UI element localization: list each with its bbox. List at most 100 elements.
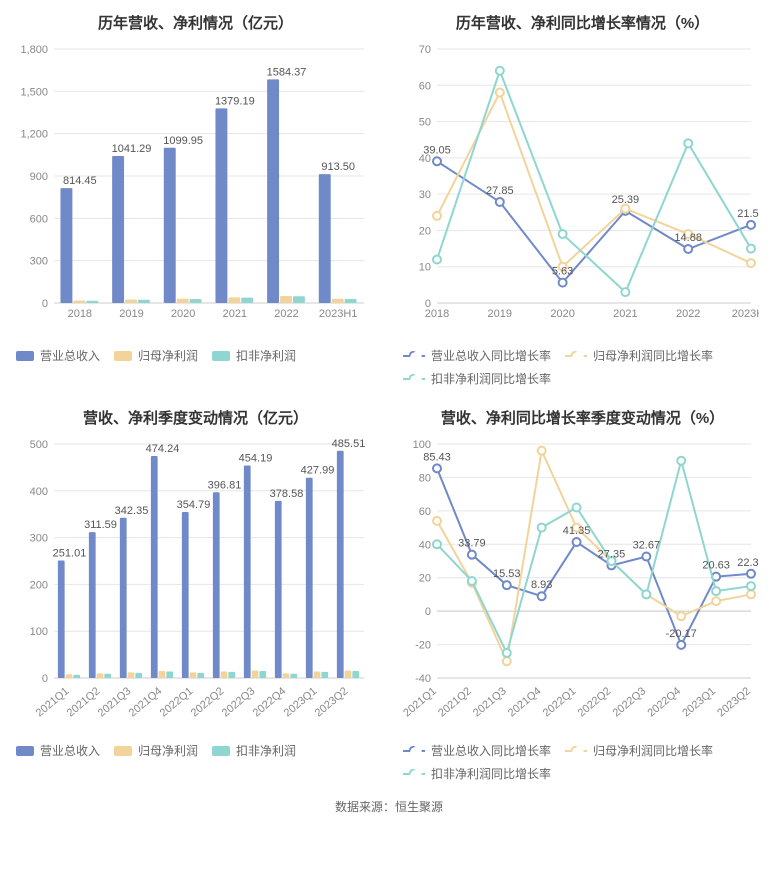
svg-text:2021Q3: 2021Q3 <box>96 685 134 719</box>
svg-text:22.35: 22.35 <box>737 557 759 569</box>
svg-text:41.35: 41.35 <box>563 525 591 537</box>
svg-text:2023Q1: 2023Q1 <box>680 685 718 719</box>
legend-label: 扣非净利润同比增长率 <box>431 765 551 782</box>
svg-text:600: 600 <box>30 213 48 225</box>
svg-text:20: 20 <box>419 573 431 585</box>
legend-item: 营业总收入 <box>16 347 100 364</box>
svg-text:2023H1: 2023H1 <box>732 308 759 320</box>
legend-swatch <box>212 351 230 361</box>
panel-annual-bar: 历年营收、净利情况（亿元） 03006009001,2001,5001,8002… <box>12 12 379 387</box>
svg-text:2021Q4: 2021Q4 <box>127 685 165 719</box>
svg-text:2021Q3: 2021Q3 <box>471 685 509 719</box>
legend-item: 归母净利润同比增长率 <box>565 347 713 364</box>
legend-swatch <box>212 746 230 756</box>
svg-text:2021Q2: 2021Q2 <box>65 685 103 719</box>
svg-text:2021: 2021 <box>223 308 247 320</box>
svg-text:354.79: 354.79 <box>177 499 211 511</box>
svg-text:20: 20 <box>419 225 431 237</box>
svg-text:21.54: 21.54 <box>737 208 759 220</box>
svg-text:1379.19: 1379.19 <box>215 95 255 107</box>
svg-text:311.59: 311.59 <box>84 519 117 531</box>
legend-swatch <box>403 351 425 361</box>
svg-text:200: 200 <box>30 579 48 591</box>
legend-item: 归母净利润 <box>114 742 198 759</box>
svg-text:32.67: 32.67 <box>633 540 661 552</box>
svg-text:2021Q1: 2021Q1 <box>34 685 72 719</box>
legend-label: 归母净利润同比增长率 <box>593 347 713 364</box>
legend-swatch <box>16 746 34 756</box>
legend-label: 扣非净利润同比增长率 <box>431 370 551 387</box>
chart-grid: 历年营收、净利情况（亿元） 03006009001,2001,5001,8002… <box>12 12 766 782</box>
legend-item: 营业总收入同比增长率 <box>403 742 551 759</box>
chart-plot-annual-line: 010203040506070201820192020202120222023H… <box>399 39 766 339</box>
svg-text:2021Q4: 2021Q4 <box>506 685 544 719</box>
svg-text:2022Q1: 2022Q1 <box>158 685 196 719</box>
svg-text:900: 900 <box>30 171 48 183</box>
legend-swatch <box>403 374 425 384</box>
legend-swatch <box>403 746 425 756</box>
panel-quarter-line: 营收、净利同比增长率季度变动情况（%） -40-2002040608010020… <box>399 407 766 782</box>
legend-label: 扣非净利润 <box>236 347 296 364</box>
svg-text:100: 100 <box>413 439 431 451</box>
svg-text:0: 0 <box>42 298 48 310</box>
svg-text:485.51: 485.51 <box>332 438 366 450</box>
legend-label: 营业总收入 <box>40 347 100 364</box>
svg-text:2021: 2021 <box>613 308 637 320</box>
legend-item: 营业总收入同比增长率 <box>403 347 551 364</box>
legend-label: 扣非净利润 <box>236 742 296 759</box>
legend-label: 营业总收入 <box>40 742 100 759</box>
chart-title: 营收、净利同比增长率季度变动情况（%） <box>399 407 766 428</box>
chart-legend-annual-bar: 营业总收入归母净利润 扣非净利润 <box>12 347 379 364</box>
svg-text:5.63: 5.63 <box>552 266 573 278</box>
svg-text:10: 10 <box>419 262 431 274</box>
svg-text:1,200: 1,200 <box>20 129 48 141</box>
svg-text:2018: 2018 <box>425 308 449 320</box>
svg-text:2019: 2019 <box>119 308 143 320</box>
svg-text:251.01: 251.01 <box>53 548 87 560</box>
chart-plot-annual-bar: 03006009001,2001,5001,8002018814.4520191… <box>12 39 379 339</box>
legend-item: 营业总收入 <box>16 742 100 759</box>
legend-swatch <box>114 351 132 361</box>
svg-text:2019: 2019 <box>488 308 512 320</box>
svg-text:-40: -40 <box>415 673 431 685</box>
svg-text:8.93: 8.93 <box>531 579 552 591</box>
svg-text:342.35: 342.35 <box>115 505 149 517</box>
svg-text:27.35: 27.35 <box>598 548 626 560</box>
legend-item: 扣非净利润 <box>212 347 296 364</box>
svg-text:2023Q1: 2023Q1 <box>282 685 320 719</box>
svg-text:33.79: 33.79 <box>458 538 486 550</box>
svg-text:2021Q1: 2021Q1 <box>401 685 439 719</box>
svg-text:60: 60 <box>419 80 431 92</box>
panel-quarter-bar: 营收、净利季度变动情况（亿元） 01002003004005002021Q125… <box>12 407 379 782</box>
svg-text:60: 60 <box>419 506 431 518</box>
svg-text:2023H1: 2023H1 <box>319 308 358 320</box>
svg-text:1041.29: 1041.29 <box>112 143 152 155</box>
svg-text:2018: 2018 <box>68 308 92 320</box>
chart-plot-quarter-line: -40-200204060801002021Q12021Q22021Q32021… <box>399 434 766 734</box>
chart-plot-quarter-bar: 01002003004005002021Q1251.012021Q2311.59… <box>12 434 379 734</box>
legend-item: 归母净利润 <box>114 347 198 364</box>
svg-text:30: 30 <box>419 189 431 201</box>
svg-text:500: 500 <box>30 439 48 451</box>
svg-text:85.43: 85.43 <box>423 451 451 463</box>
svg-text:-20.17: -20.17 <box>666 628 697 640</box>
data-source-line: 数据来源：恒生聚源 <box>12 798 766 815</box>
svg-text:2022: 2022 <box>676 308 700 320</box>
svg-text:2022Q2: 2022Q2 <box>576 685 614 719</box>
chart-legend-annual-line: 营业总收入同比增长率 归母净利润同比增长率扣非净利润同比增长率 <box>399 347 766 387</box>
svg-text:40: 40 <box>419 539 431 551</box>
chart-legend-quarter-line: 营业总收入同比增长率 归母净利润同比增长率扣非净利润同比增长率 <box>399 742 766 782</box>
legend-swatch <box>565 746 587 756</box>
svg-text:14.88: 14.88 <box>674 232 702 244</box>
svg-text:100: 100 <box>30 626 48 638</box>
svg-text:1,500: 1,500 <box>20 86 48 98</box>
svg-text:2023Q2: 2023Q2 <box>715 685 753 719</box>
svg-text:300: 300 <box>30 256 48 268</box>
svg-text:-20: -20 <box>415 640 431 652</box>
svg-text:814.45: 814.45 <box>63 175 97 187</box>
svg-text:15.53: 15.53 <box>493 568 521 580</box>
legend-item: 扣非净利润 <box>212 742 296 759</box>
svg-text:378.58: 378.58 <box>270 488 304 500</box>
legend-label: 归母净利润同比增长率 <box>593 742 713 759</box>
legend-item: 扣非净利润同比增长率 <box>403 370 551 387</box>
